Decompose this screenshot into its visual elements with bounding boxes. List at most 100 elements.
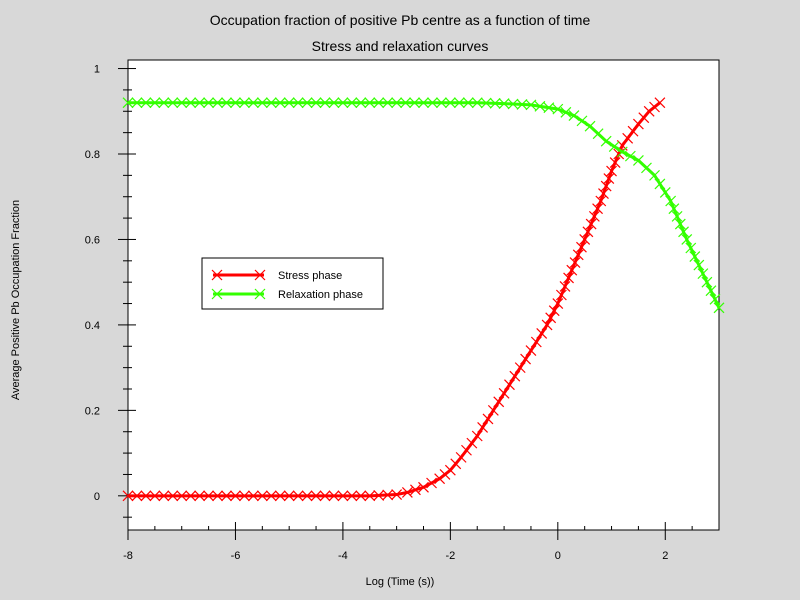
series-marker	[149, 97, 161, 109]
series-marker	[391, 97, 403, 109]
series-marker	[131, 490, 143, 502]
series-marker	[498, 387, 510, 399]
series-marker	[609, 157, 621, 168]
series-0	[122, 97, 666, 502]
series-marker	[310, 97, 322, 109]
series-marker	[301, 490, 313, 502]
series-marker	[453, 97, 465, 109]
series-marker	[373, 97, 385, 109]
series-marker	[534, 100, 546, 112]
series-marker	[471, 430, 483, 442]
series-marker	[337, 97, 349, 109]
chart-title: Occupation fraction of positive Pb centr…	[209, 12, 591, 28]
series-marker	[548, 305, 560, 317]
series-marker	[525, 345, 537, 356]
series-marker	[176, 97, 188, 109]
series-marker	[559, 281, 571, 292]
series-marker	[681, 234, 693, 245]
series-marker	[434, 473, 446, 485]
series-marker	[400, 97, 412, 109]
series-marker	[256, 490, 268, 502]
series-marker	[158, 97, 170, 109]
series-marker	[545, 312, 557, 324]
series-marker	[595, 195, 607, 207]
series-marker	[641, 162, 652, 174]
series-marker	[256, 97, 268, 109]
series-marker	[283, 97, 295, 109]
series-marker	[194, 490, 206, 502]
series-marker	[516, 99, 528, 110]
series-marker	[274, 97, 286, 109]
axes: -8 -6 -4 -2 0 2 0 0.2 0.4 0.6 0.8 1	[85, 64, 720, 562]
series-marker	[482, 413, 494, 425]
series-marker	[328, 490, 340, 502]
series-marker	[477, 422, 489, 433]
series-marker	[697, 268, 709, 280]
y-tick-label: 0	[94, 491, 100, 503]
legend-label: Stress phase	[278, 270, 342, 282]
series-1	[122, 97, 725, 314]
series-marker	[600, 180, 612, 192]
series-marker	[167, 97, 179, 109]
series-marker	[654, 178, 666, 190]
series-marker	[283, 490, 295, 502]
series-marker	[328, 97, 340, 109]
series-marker	[444, 97, 456, 109]
series-marker	[541, 319, 553, 331]
series-marker	[427, 97, 438, 109]
series-marker	[649, 101, 660, 113]
series-marker	[466, 437, 478, 449]
series-marker	[444, 464, 456, 476]
series-marker	[450, 458, 462, 470]
series-marker	[560, 106, 572, 118]
series-marker	[685, 242, 697, 254]
series-marker	[584, 120, 596, 132]
series-marker	[373, 489, 385, 501]
series-marker	[493, 396, 505, 408]
series-marker	[461, 444, 472, 456]
y-tick-label: 1	[94, 64, 100, 76]
series-marker	[624, 150, 636, 162]
x-tick-label: 2	[662, 550, 668, 562]
series-marker	[654, 97, 666, 109]
series-marker	[212, 490, 223, 502]
series-marker	[292, 97, 304, 109]
series-marker	[504, 379, 515, 391]
series-marker	[603, 173, 615, 184]
series-marker	[598, 188, 609, 199]
legend-box	[201, 257, 384, 310]
series-marker	[520, 353, 532, 365]
series-marker	[426, 477, 437, 489]
series-marker	[709, 293, 721, 305]
series-marker	[319, 490, 331, 502]
series-marker	[292, 490, 304, 502]
legend-swatch-marker	[254, 269, 266, 281]
x-tick-label: -2	[445, 550, 455, 562]
series-marker	[543, 102, 555, 114]
x-tick-label: -8	[123, 550, 133, 562]
series-marker	[238, 490, 250, 502]
series-marker	[435, 97, 447, 109]
series-marker	[638, 112, 650, 124]
series-marker	[410, 484, 421, 496]
series-marker	[487, 404, 499, 416]
series-marker	[247, 490, 259, 502]
series-marker	[693, 259, 705, 271]
series-marker	[238, 97, 250, 109]
series-marker	[274, 490, 286, 502]
series-marker	[514, 362, 526, 374]
series-marker	[439, 469, 451, 480]
series-marker	[176, 490, 188, 502]
series-marker	[713, 302, 725, 314]
series-marker	[122, 97, 134, 109]
series-marker	[530, 336, 542, 348]
series-marker	[507, 98, 519, 110]
series-marker	[346, 97, 358, 109]
series-marker	[649, 169, 660, 181]
y-tick-label: 0.8	[85, 149, 100, 161]
chart-subtitle: Stress and relaxation curves	[311, 38, 489, 54]
series-marker	[391, 489, 403, 500]
series-marker	[659, 187, 671, 198]
series-marker	[632, 118, 644, 130]
x-tick-label: -6	[231, 550, 241, 562]
